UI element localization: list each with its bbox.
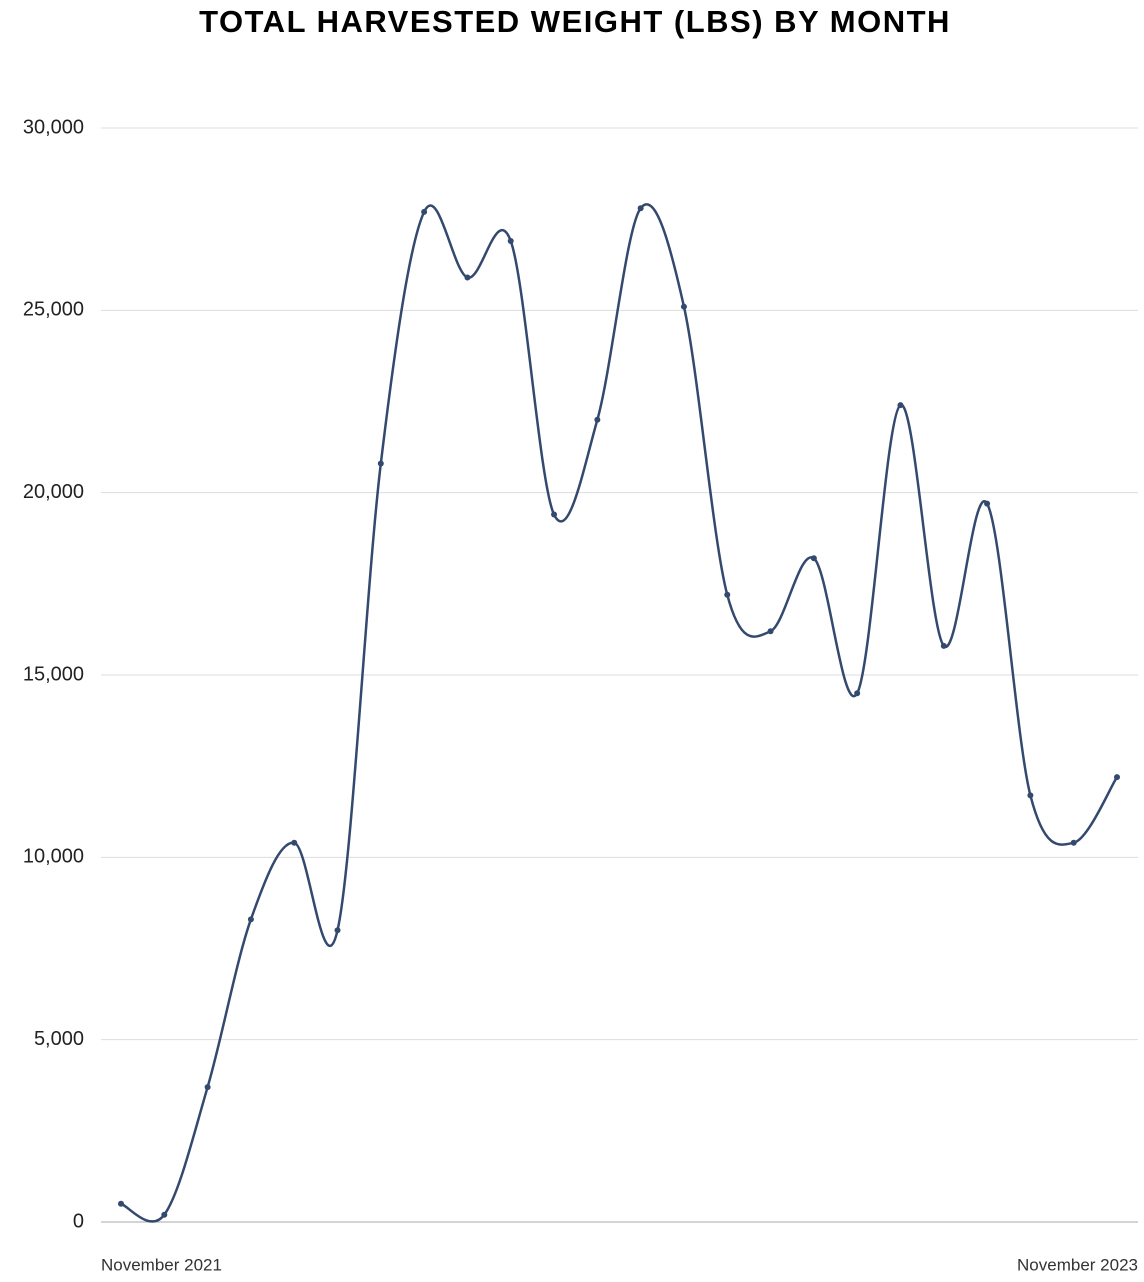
y-tick-label: 25,000 <box>23 299 84 321</box>
point <box>594 416 601 423</box>
point <box>507 238 514 245</box>
point <box>421 208 428 215</box>
point <box>897 402 904 409</box>
y-tick-label: 30,000 <box>23 116 84 138</box>
point <box>724 591 731 598</box>
chart-title: TOTAL HARVESTED WEIGHT (LBS) BY MONTH <box>199 4 951 39</box>
y-tick-label: 20,000 <box>23 481 84 503</box>
point <box>637 205 644 212</box>
x-tick-label: November 2023 <box>1017 1255 1138 1274</box>
point <box>464 274 471 281</box>
point <box>767 628 774 635</box>
point <box>161 1211 168 1218</box>
line <box>120 203 1119 1223</box>
x-tick-label: November 2021 <box>101 1255 222 1274</box>
point <box>940 642 947 649</box>
point <box>291 839 298 846</box>
y-tick-label: 15,000 <box>23 663 84 685</box>
point <box>680 303 687 310</box>
point <box>810 555 817 562</box>
point <box>551 511 558 518</box>
point <box>247 916 254 923</box>
point <box>334 927 341 934</box>
point <box>1114 774 1120 781</box>
point <box>118 1200 124 1207</box>
point <box>204 1084 211 1091</box>
point <box>1027 792 1034 799</box>
y-tick-label: 0 <box>73 1210 84 1232</box>
point <box>377 460 384 467</box>
point <box>1070 839 1077 846</box>
point <box>854 690 861 697</box>
y-tick-label: 5,000 <box>34 1028 84 1050</box>
y-tick-label: 10,000 <box>23 846 84 868</box>
point <box>984 500 991 507</box>
